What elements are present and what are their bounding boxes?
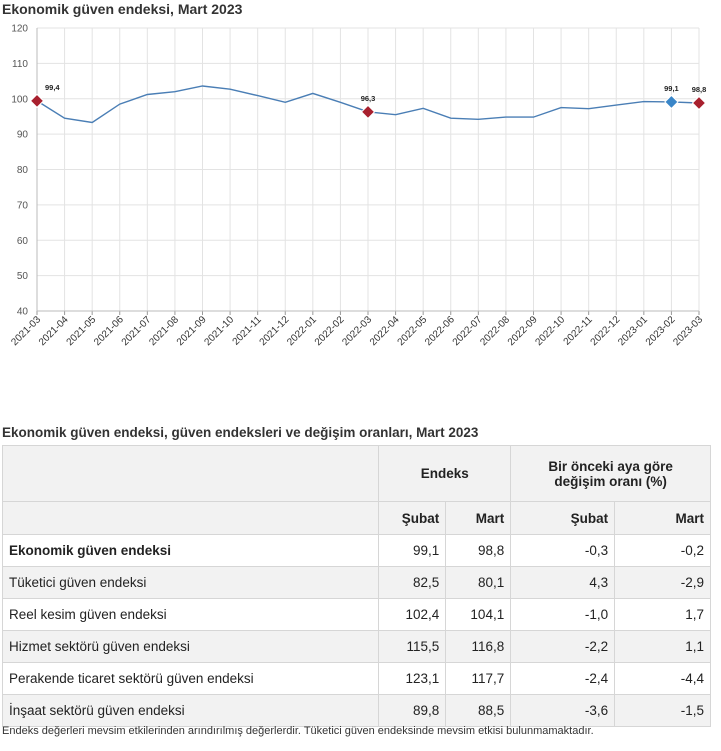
cell-subat-endeks: 89,8 bbox=[378, 694, 447, 727]
cell-mart-change: -2,9 bbox=[614, 566, 711, 599]
table-row: İnşaat sektörü güven endeksi 89,8 88,5 -… bbox=[1, 694, 711, 727]
highlight-marker bbox=[691, 95, 707, 111]
cell-mart-change: 1,7 bbox=[614, 598, 711, 631]
y-tick-label: 110 bbox=[12, 59, 28, 70]
axes bbox=[36, 28, 700, 315]
highlight-marker bbox=[29, 93, 45, 109]
data-label: 96,3 bbox=[361, 94, 376, 103]
cell-mart-endeks: 98,8 bbox=[445, 534, 512, 567]
cell-subat-change: 4,3 bbox=[510, 566, 616, 599]
y-tick-label: 120 bbox=[11, 24, 28, 35]
row-name: İnşaat sektörü güven endeksi bbox=[1, 694, 380, 727]
cell-subat-endeks: 115,5 bbox=[378, 630, 447, 663]
sub-header-blank bbox=[1, 501, 380, 535]
x-tick-label: 2023-03 bbox=[671, 314, 705, 348]
group-header-change-line1: Bir önceki aya göre bbox=[548, 458, 673, 474]
y-tick-label: 80 bbox=[17, 165, 29, 176]
row-name: Reel kesim güven endeksi bbox=[1, 598, 380, 631]
cell-subat-endeks: 102,4 bbox=[378, 598, 447, 631]
table-row: Ekonomik güven endeksi 99,1 98,8 -0,3 -0… bbox=[1, 534, 711, 567]
y-tick-label: 90 bbox=[17, 130, 29, 141]
cell-subat-change: -2,2 bbox=[510, 630, 616, 663]
x-tick-label: 2021-10 bbox=[202, 314, 236, 348]
group-header-endeks: Endeks bbox=[378, 445, 512, 502]
sub-header-mart-change: Mart bbox=[614, 501, 711, 535]
group-header-change: Bir önceki aya göre değişim oranı (%) bbox=[510, 445, 711, 502]
row-name: Ekonomik güven endeksi bbox=[1, 534, 380, 567]
line-chart: 40 50 60 70 80 90 100 110 120 2021-032021-042021… bbox=[9, 24, 707, 349]
y-tick-label: 50 bbox=[17, 271, 29, 282]
cell-subat-endeks: 99,1 bbox=[378, 534, 447, 567]
row-name: Perakende ticaret sektörü güven endeksi bbox=[1, 662, 380, 695]
cell-mart-endeks: 116,8 bbox=[445, 630, 512, 663]
highlight-markers: 99,4 96,3 99,1 98,8 bbox=[29, 83, 707, 120]
footnote: Endeks değerleri mevsim etkilerinden arı… bbox=[2, 725, 594, 737]
highlight-marker bbox=[664, 94, 679, 110]
y-tick-label: 60 bbox=[17, 236, 29, 247]
y-tick-labels: 40 50 60 70 80 90 100 110 120 bbox=[11, 24, 28, 318]
cell-subat-endeks: 123,1 bbox=[378, 662, 447, 695]
table-row: Tüketici güven endeksi 82,5 80,1 4,3 -2,… bbox=[1, 566, 711, 599]
group-header-change-line2: değişim oranı (%) bbox=[554, 473, 667, 489]
cell-mart-endeks: 88,5 bbox=[445, 694, 512, 727]
cell-mart-change: -1,5 bbox=[614, 694, 711, 727]
table-corner-cell bbox=[1, 445, 380, 502]
table-row: Reel kesim güven endeksi 102,4 104,1 -1,… bbox=[1, 598, 711, 631]
x-tick-label: 2022-10 bbox=[533, 314, 567, 348]
data-label: 99,4 bbox=[45, 83, 60, 92]
cell-subat-change: -0,3 bbox=[510, 534, 616, 567]
cell-mart-endeks: 117,7 bbox=[445, 662, 512, 695]
cell-mart-change: 1,1 bbox=[614, 630, 711, 663]
table-row: Hizmet sektörü güven endeksi 115,5 116,8… bbox=[1, 630, 711, 663]
sub-header-subat-change: Şubat bbox=[510, 501, 616, 535]
row-name: Hizmet sektörü güven endeksi bbox=[1, 630, 380, 663]
x-tick-labels: 2021-032021-042021-052021-062021-072021-… bbox=[9, 314, 705, 348]
table-row: Perakende ticaret sektörü güven endeksi … bbox=[1, 662, 711, 695]
cell-mart-endeks: 104,1 bbox=[445, 598, 512, 631]
cell-mart-change: -0,2 bbox=[614, 534, 711, 567]
y-tick-label: 40 bbox=[17, 307, 29, 318]
y-tick-label: 70 bbox=[17, 200, 29, 211]
data-label: 99,1 bbox=[664, 84, 679, 93]
chart-title: Ekonomik güven endeksi, Mart 2023 bbox=[2, 1, 243, 17]
cell-subat-change: -1,0 bbox=[510, 598, 616, 631]
cell-subat-change: -2,4 bbox=[510, 662, 616, 695]
y-tick-label: 100 bbox=[11, 94, 28, 105]
cell-mart-endeks: 80,1 bbox=[445, 566, 512, 599]
cell-subat-change: -3,6 bbox=[510, 694, 616, 727]
cell-subat-endeks: 82,5 bbox=[378, 566, 447, 599]
sub-header-mart-endeks: Mart bbox=[445, 501, 512, 535]
row-name: Tüketici güven endeksi bbox=[1, 566, 380, 599]
grid-lines bbox=[36, 27, 700, 312]
sub-header-subat-endeks: Şubat bbox=[378, 501, 447, 535]
confidence-index-table: Endeks Bir önceki aya göre değişim oranı… bbox=[1, 445, 711, 727]
cell-mart-change: -4,4 bbox=[614, 662, 711, 695]
data-label: 98,8 bbox=[692, 85, 707, 94]
table-title: Ekonomik güven endeksi, güven endeksleri… bbox=[2, 425, 479, 440]
highlight-marker bbox=[360, 104, 376, 120]
